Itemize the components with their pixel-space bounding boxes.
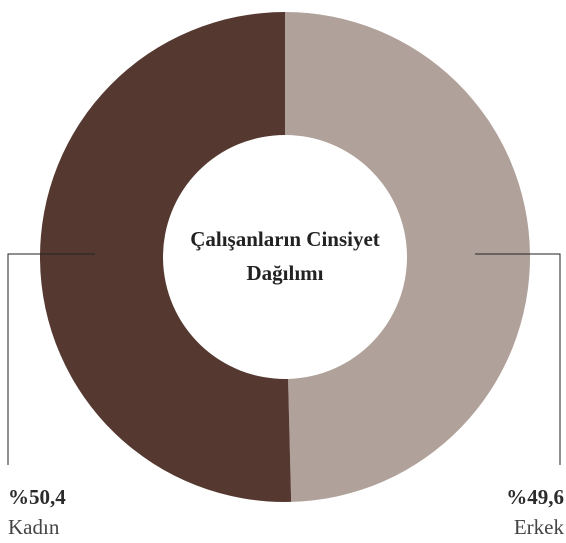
value-label: %49,6 (506, 485, 564, 509)
chart-title: Çalışanların Cinsiyet Dağılımı (190, 227, 380, 285)
donut-segment (39, 12, 292, 502)
leader-line (7, 253, 95, 465)
leader-line (475, 253, 561, 465)
category-label: Erkek (514, 515, 565, 539)
value-label: %50,4 (8, 485, 66, 509)
category-label: Kadın (8, 515, 60, 539)
donut-segment (285, 12, 530, 502)
